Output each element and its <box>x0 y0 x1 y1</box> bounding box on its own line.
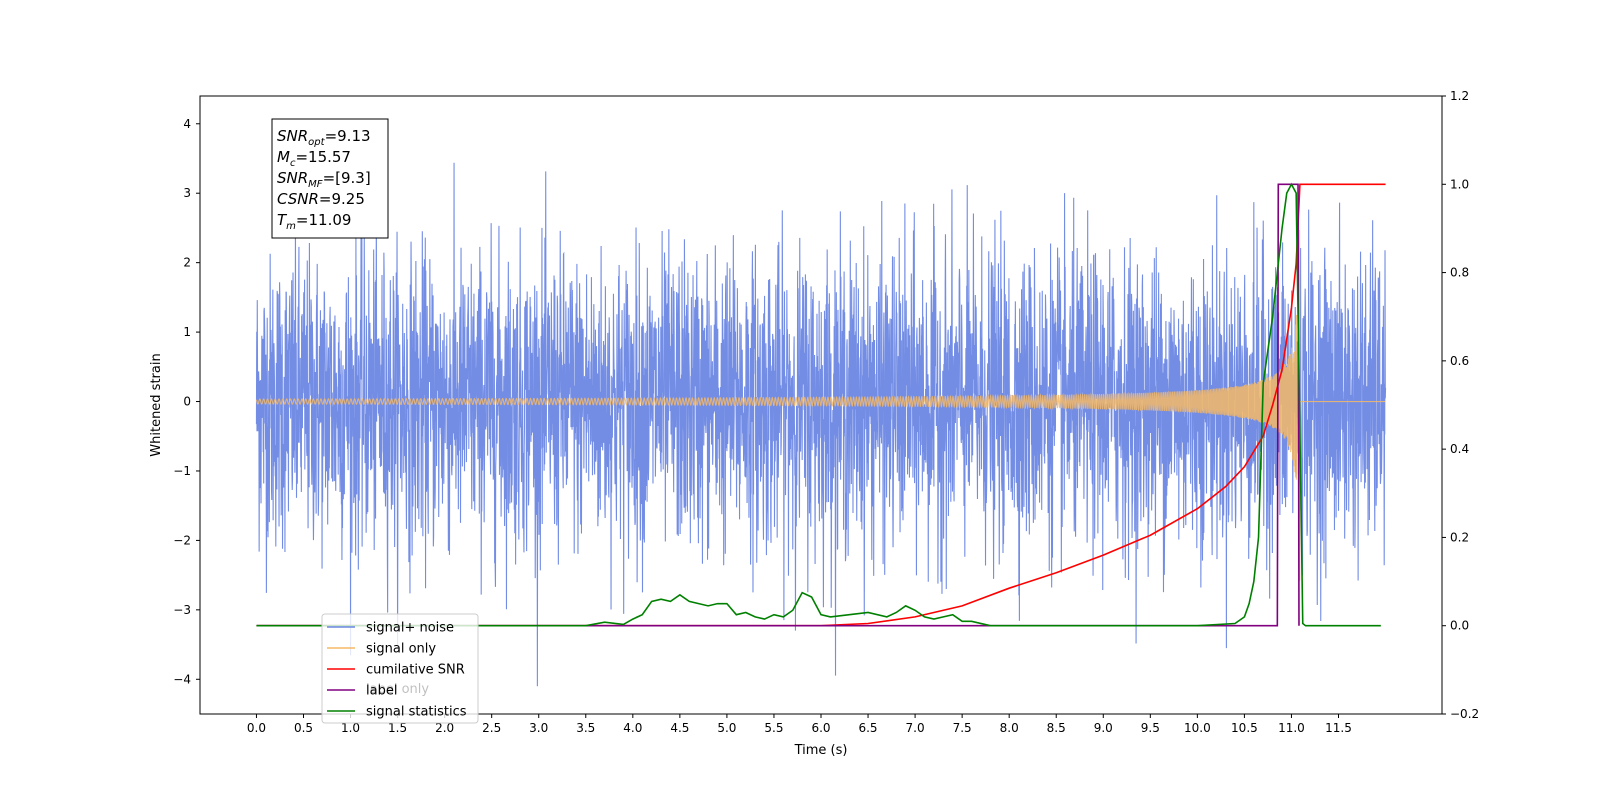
x-tick-label: 4.5 <box>670 721 689 735</box>
legend-label: cumilative SNR <box>366 663 465 678</box>
x-tick-label: 11.0 <box>1278 721 1305 735</box>
series-signal-only <box>255 230 1386 581</box>
right-axis-series <box>256 182 1386 627</box>
x-tick-label: 8.5 <box>1047 721 1066 735</box>
signal-statistics-line <box>256 182 1381 627</box>
x-tick-label: 6.5 <box>858 721 877 735</box>
legend-label: signal only <box>366 642 436 657</box>
y2-tick-label: −0.2 <box>1450 707 1479 721</box>
y-axis-left: 4 3 2 1 0 −1 −2 −3 −4 <box>173 117 200 686</box>
x-tick-label: 3.5 <box>576 721 595 735</box>
x-tick-label: 8.0 <box>1000 721 1019 735</box>
x-tick-label: 11.5 <box>1325 721 1352 735</box>
legend-ghost-text: label only <box>366 682 429 697</box>
x-axis-label: Time (s) <box>794 743 848 758</box>
x-tick-label: 7.0 <box>906 721 925 735</box>
y-tick-label: 0 <box>183 395 191 409</box>
cumulative-snr-line <box>256 183 1386 627</box>
y-tick-label: 1 <box>183 325 191 339</box>
y2-tick-label: 1.0 <box>1450 177 1469 191</box>
signal-noise-line <box>255 162 1387 687</box>
x-tick-label: 1.0 <box>341 721 360 735</box>
x-tick-label: 5.0 <box>717 721 736 735</box>
annotation-line: CSNR=9.25 <box>277 190 365 208</box>
x-tick-label: 0.5 <box>294 721 313 735</box>
annotation-line: Mc=15.57 <box>277 148 351 169</box>
x-tick-label: 3.0 <box>529 721 548 735</box>
legend: label only signal+ noise signal only cumila… <box>321 613 479 724</box>
x-tick-label: 7.5 <box>953 721 972 735</box>
x-axis: 0.0 0.5 1.0 1.5 2.0 2.5 3.0 3.5 4.0 4.5 5.0 5.5 6.0 6… <box>247 714 1352 735</box>
y-tick-label: −1 <box>173 464 191 478</box>
annotation-line: SNRMF=[9.3] <box>277 169 371 190</box>
x-tick-label: 10.0 <box>1184 721 1211 735</box>
y-tick-label: 3 <box>183 186 191 200</box>
annotation-frame <box>271 118 389 239</box>
y2-tick-label: 0.4 <box>1450 442 1469 456</box>
legend-label: label <box>366 684 397 699</box>
x-tick-label: 1.5 <box>388 721 407 735</box>
y-tick-label: −3 <box>173 603 191 617</box>
y-tick-label: 4 <box>183 117 191 131</box>
annotation-line: SNRopt=9.13 <box>277 127 371 148</box>
y2-tick-label: 0.6 <box>1450 354 1469 368</box>
x-tick-label: 2.0 <box>435 721 454 735</box>
x-tick-label: 2.5 <box>482 721 501 735</box>
y-tick-label: −4 <box>173 672 191 686</box>
x-tick-label: 0.0 <box>247 721 266 735</box>
signal-only-line <box>255 230 1386 581</box>
series-signal-noise <box>255 162 1387 687</box>
y-axis-label: Whitened strain <box>149 353 164 456</box>
y2-tick-label: 0.2 <box>1450 530 1469 544</box>
x-tick-label: 10.5 <box>1231 721 1258 735</box>
x-tick-label: 9.0 <box>1094 721 1113 735</box>
legend-label: signal statistics <box>366 705 467 720</box>
y2-tick-label: 0.0 <box>1450 619 1469 633</box>
y-tick-label: −2 <box>173 533 191 547</box>
annotation-line: Tm=11.09 <box>277 211 351 232</box>
y2-tick-label: 1.2 <box>1450 89 1469 103</box>
x-tick-label: 9.5 <box>1141 721 1160 735</box>
legend-frame <box>321 613 479 724</box>
y-axis-right: 1.2 1.0 0.8 0.6 0.4 0.2 0.0 −0.2 <box>1442 89 1479 721</box>
x-tick-label: 4.0 <box>623 721 642 735</box>
y2-tick-label: 0.8 <box>1450 266 1469 280</box>
x-tick-label: 5.5 <box>764 721 783 735</box>
legend-label: signal+ noise <box>366 621 454 636</box>
y-tick-label: 2 <box>183 256 191 270</box>
x-tick-label: 6.0 <box>811 721 830 735</box>
